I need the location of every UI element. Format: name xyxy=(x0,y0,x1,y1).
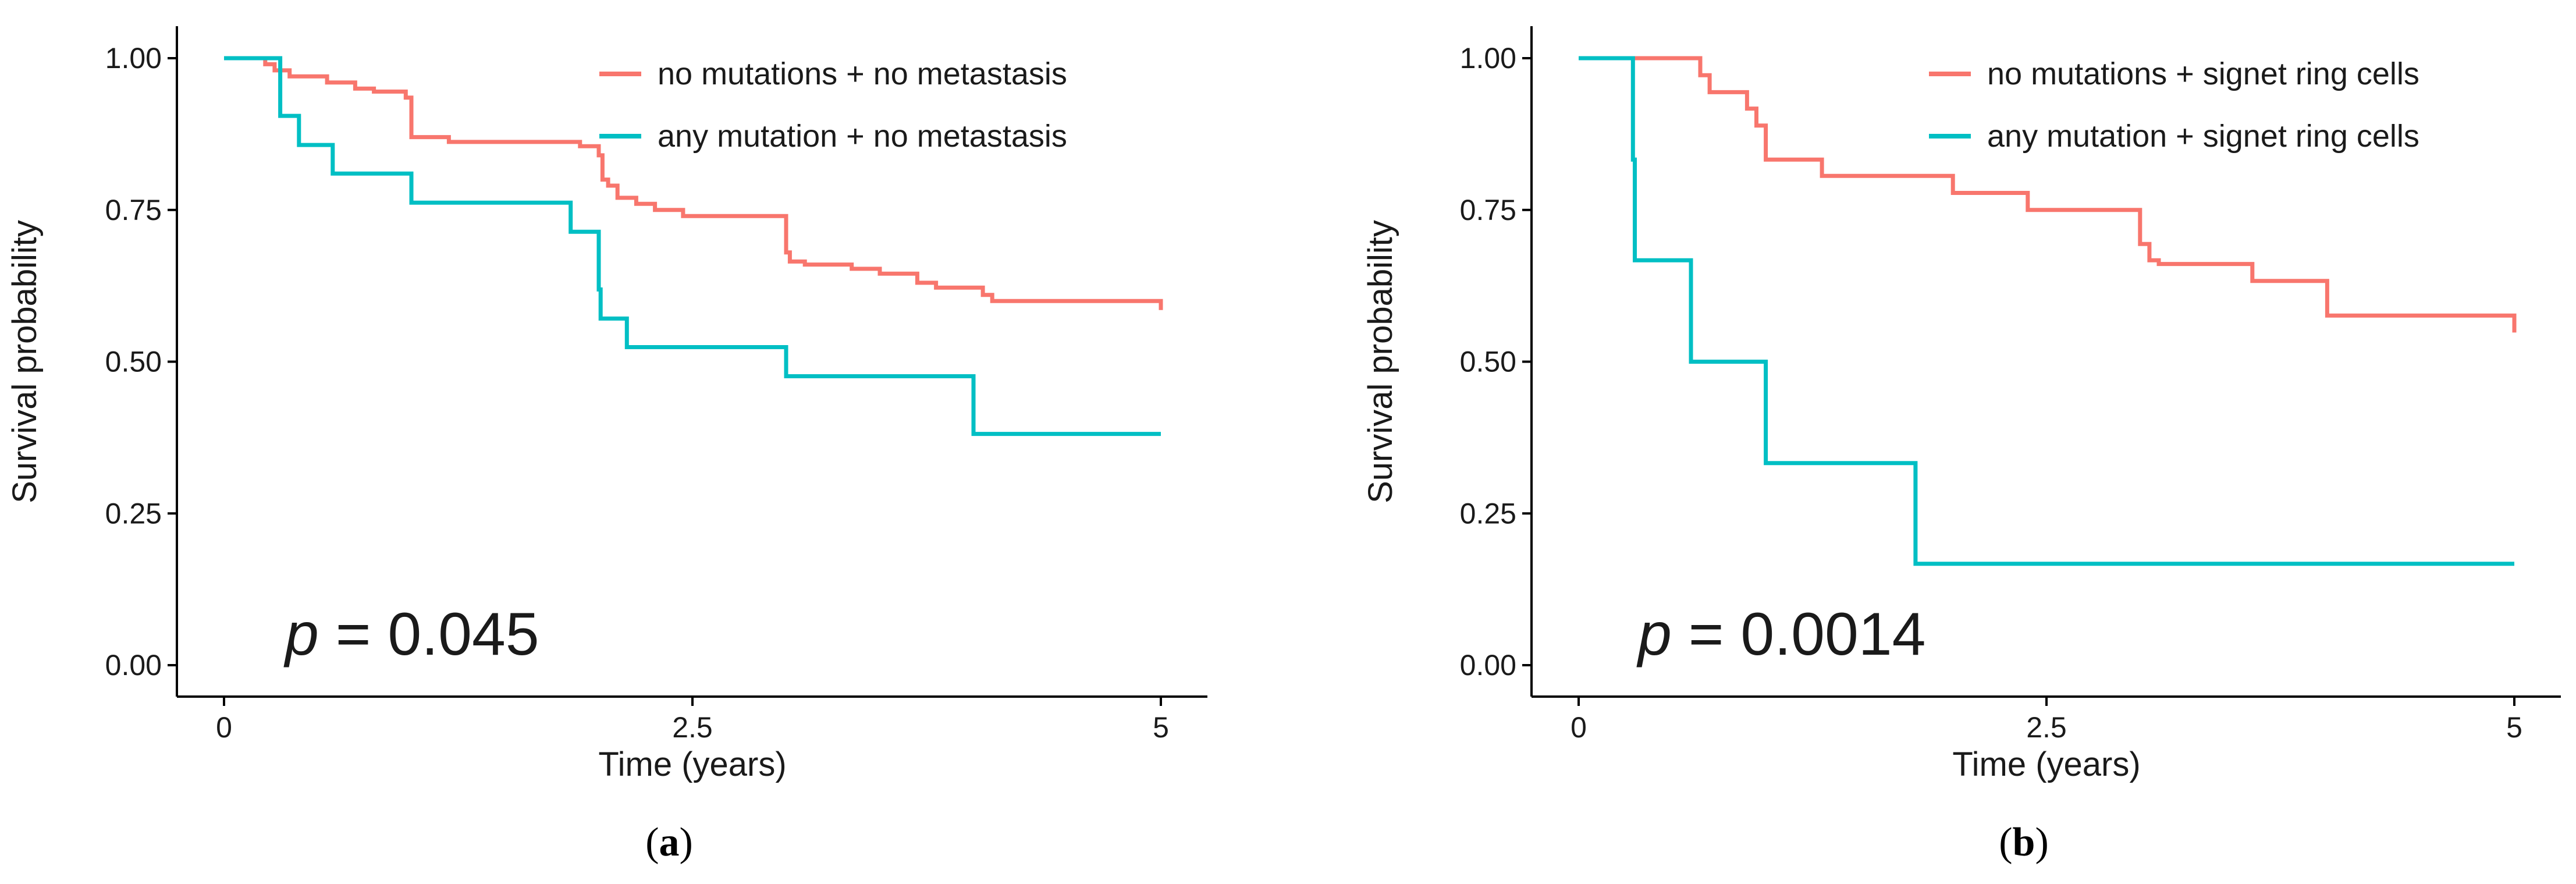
y-tick-label: 0.25 xyxy=(1460,497,1516,530)
y-tick-label: 0.25 xyxy=(105,497,162,530)
y-tick-label: 0.50 xyxy=(1460,346,1516,378)
x-tick-label: 2.5 xyxy=(2026,711,2067,744)
x-tick-label: 0 xyxy=(216,711,232,744)
caption-paren-close: ) xyxy=(2035,820,2048,865)
y-tick-label: 0.00 xyxy=(1460,649,1516,681)
y-tick-label: 0.00 xyxy=(105,649,162,681)
panel-caption: (a) xyxy=(645,820,693,865)
caption-letter: b xyxy=(2013,820,2035,865)
x-axis-label: Time (years) xyxy=(598,745,786,783)
y-tick-label: 1.00 xyxy=(1460,42,1516,74)
legend-label: no mutations + signet ring cells xyxy=(1987,56,2419,91)
legend-label: any mutation + signet ring cells xyxy=(1987,119,2419,154)
x-tick-label: 5 xyxy=(1153,711,1169,744)
survival-curve-no-mutation xyxy=(224,56,1163,310)
panel-a: 0.00 0.25 0.50 0.75 1.00 0 2.5 5 Time (years) Sur… xyxy=(6,26,1207,865)
x-tick-label: 5 xyxy=(2506,711,2522,744)
p-value: = 0.0014 xyxy=(1672,601,1926,668)
y-axis-label: Survival probability xyxy=(1362,220,1399,503)
y-tick-label: 0.75 xyxy=(105,194,162,226)
y-tick-label: 0.50 xyxy=(105,346,162,378)
y-axis-label: Survival probability xyxy=(6,220,44,503)
y-tick-label: 1.00 xyxy=(105,42,162,74)
caption-letter: a xyxy=(659,820,680,865)
p-symbol: p xyxy=(283,601,319,668)
survival-curve-any-mutation xyxy=(224,56,1161,436)
caption-paren-open: ( xyxy=(1999,820,2012,865)
survival-curve-no-mutation xyxy=(1579,56,2517,333)
caption-paren-close: ) xyxy=(680,820,693,865)
p-value-annotation: p = 0.0014 xyxy=(1636,601,1925,668)
x-tick-label: 0 xyxy=(1571,711,1587,744)
p-value: = 0.045 xyxy=(319,601,539,668)
panel-b: 0.00 0.25 0.50 0.75 1.00 0 2.5 5 Time (years) Sur… xyxy=(1362,26,2561,865)
p-value-annotation: p = 0.045 xyxy=(283,601,539,668)
caption-paren-open: ( xyxy=(645,820,659,865)
survival-curve-any-mutation xyxy=(1579,56,2514,566)
y-tick-label: 0.75 xyxy=(1460,194,1516,226)
panel-caption: (b) xyxy=(1999,820,2049,865)
legend-label: any mutation + no metastasis xyxy=(658,119,1067,154)
x-axis-label: Time (years) xyxy=(1952,745,2140,783)
x-tick-label: 2.5 xyxy=(672,711,713,744)
p-symbol: p xyxy=(1636,601,1672,668)
legend-label: no mutations + no metastasis xyxy=(658,56,1067,91)
